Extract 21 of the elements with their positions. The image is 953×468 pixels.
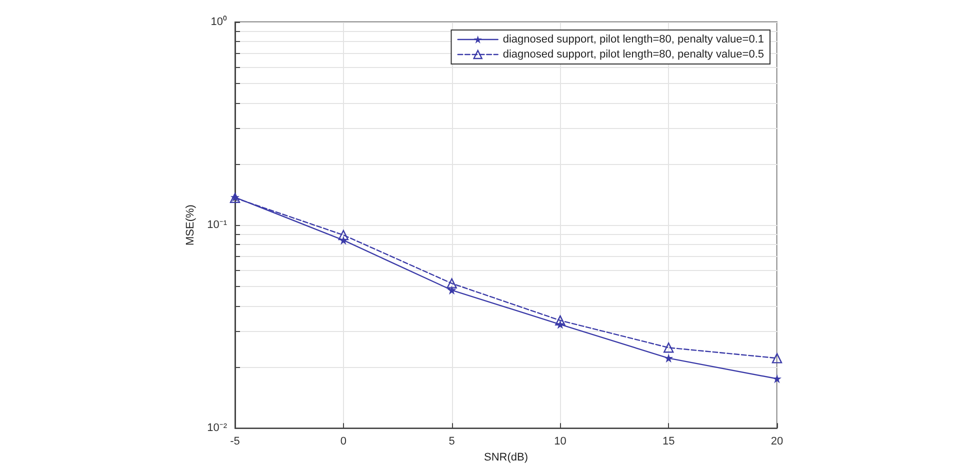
point [555, 315, 566, 326]
y-tick-label: 10⁻¹ [207, 219, 228, 232]
point [447, 286, 456, 295]
x-tick-label: -5 [230, 436, 240, 448]
point [338, 230, 348, 240]
y-axis-title: MSE(%) [184, 204, 197, 246]
x-tick-label: 0 [340, 436, 346, 448]
x-tick-label: 5 [448, 436, 455, 448]
point [664, 342, 674, 353]
y-tick-label: 10⁻² [207, 422, 228, 434]
point [772, 353, 782, 364]
x-axis-title: SNR(dB) [484, 452, 528, 464]
point [664, 354, 674, 363]
legend-label: diagnosed support, pilot length=80, penalty value=0.1 [502, 34, 764, 46]
x-tick-label: 15 [662, 436, 675, 448]
x-tick-label: 20 [770, 436, 784, 448]
legend-label: diagnosed support, pilot length=80, penalty value=0.5 [502, 48, 764, 60]
x-tick-label: 10 [554, 436, 566, 448]
y-tick-label: 10⁰ [210, 15, 227, 28]
point [446, 278, 457, 288]
point [772, 374, 782, 384]
